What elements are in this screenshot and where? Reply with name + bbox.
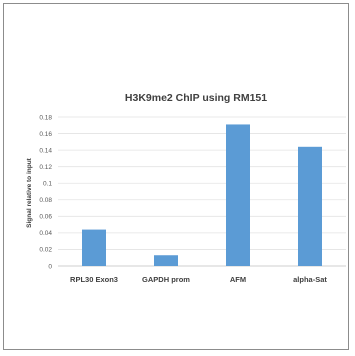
y-tick-label: 0.16 <box>39 131 52 138</box>
chart-title: H3K9me2 ChIP using RM151 <box>125 92 267 104</box>
bar-gapdh-prom <box>154 255 178 266</box>
y-tick-label: 0.18 <box>39 114 52 121</box>
x-category-label: AFM <box>230 275 246 284</box>
chart-frame <box>3 3 349 350</box>
y-tick-label: 0.08 <box>39 197 52 204</box>
x-category-label: GAPDH prom <box>142 275 190 284</box>
bar-alpha-sat <box>298 146 322 266</box>
y-tick-label: 0.06 <box>39 214 52 221</box>
bar-rpl30-exon3 <box>82 229 106 266</box>
y-axis-ticks: 0 0.02 0.04 0.06 0.08 0.1 0.12 0.14 0.16 0.18 <box>39 114 52 270</box>
y-tick-label: 0 <box>48 263 52 270</box>
x-category-label: RPL30 Exon3 <box>70 275 118 284</box>
y-tick-label: 0.02 <box>39 247 52 254</box>
x-axis-categories: RPL30 Exon3 GAPDH prom AFM alpha-Sat <box>70 275 327 284</box>
bars <box>82 124 322 266</box>
y-tick-label: 0.14 <box>39 147 52 154</box>
y-axis-label: Signal relative to input <box>26 157 33 228</box>
y-tick-label: 0.1 <box>43 181 52 188</box>
bar-afm <box>226 124 250 266</box>
y-tick-label: 0.04 <box>39 230 52 237</box>
y-tick-label: 0.12 <box>39 164 52 171</box>
x-category-label: alpha-Sat <box>293 275 327 284</box>
